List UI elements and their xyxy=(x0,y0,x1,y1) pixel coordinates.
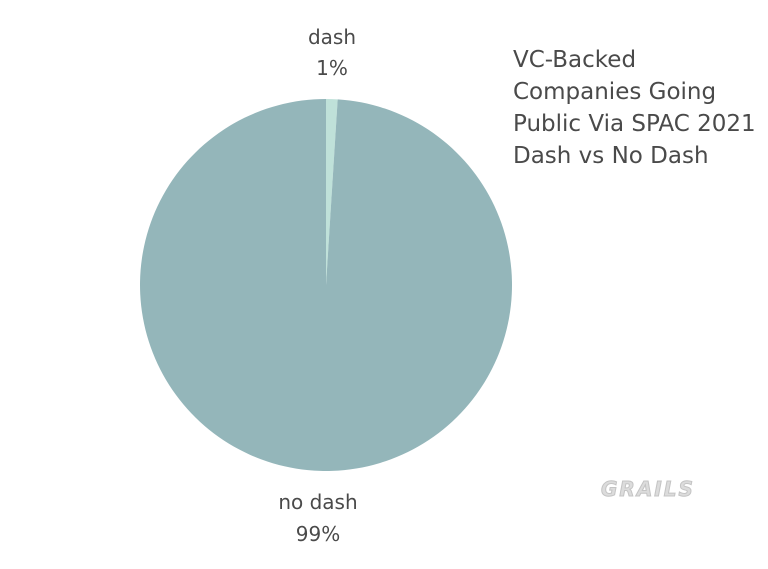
pie-slice-no-dash xyxy=(140,99,513,472)
chart-title-line-1: VC-Backed xyxy=(513,47,637,73)
pie-slice-dash xyxy=(326,99,338,285)
grails-logo-watermark: GRAILS xyxy=(601,477,695,502)
pie-slices xyxy=(140,99,513,472)
slice-label-no-dash-category: no dash xyxy=(278,490,357,514)
slice-label-dash-category: dash xyxy=(308,25,356,49)
slice-label-no-dash-value: 99% xyxy=(296,522,340,546)
slice-label-dash-value: 1% xyxy=(316,56,348,80)
chart-title-line-2: Companies Going xyxy=(513,79,717,105)
chart-title: VC-Backed Companies Going Public Via SPA… xyxy=(513,44,763,172)
chart-title-line-4: Dash vs No Dash xyxy=(513,143,709,169)
chart-title-line-3: Public Via SPAC 2021 xyxy=(513,111,756,137)
